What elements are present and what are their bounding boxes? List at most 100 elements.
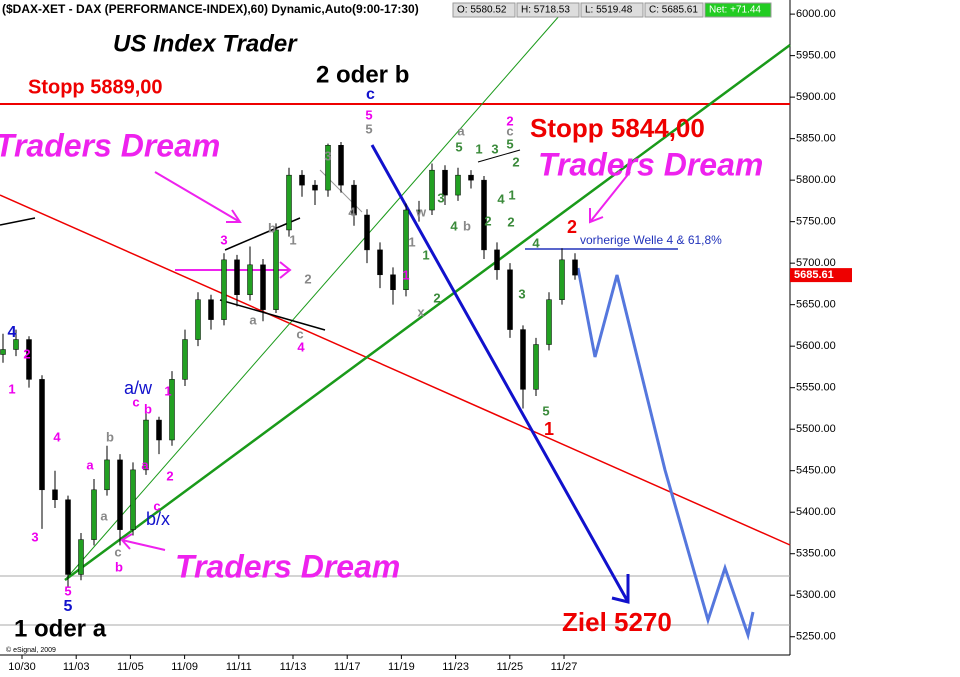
- wave-label: b: [144, 401, 152, 416]
- wave-label: 1: [8, 381, 15, 396]
- wave-label: c: [132, 394, 139, 409]
- arrows: [120, 171, 631, 551]
- candle-body: [0, 349, 6, 355]
- wave-label: 4: [297, 339, 305, 354]
- wave-label: 5: [455, 139, 462, 154]
- wave-label: w: [415, 204, 427, 219]
- annotation: b/x: [146, 509, 170, 529]
- candle-body: [338, 145, 344, 186]
- y-tick-label: 5850.00: [796, 133, 836, 145]
- candle-body: [273, 229, 279, 310]
- candle-body: [416, 209, 422, 212]
- wave-label: 2: [507, 214, 514, 229]
- header-box: [704, 2, 772, 18]
- wave-label: a: [457, 123, 465, 138]
- candle-body: [195, 299, 201, 340]
- high: H: 5718.53: [521, 5, 570, 16]
- wave-label: 4: [450, 218, 458, 233]
- wave-label: 1: [402, 267, 409, 282]
- candle-body: [377, 249, 383, 276]
- wave-label: 5: [506, 136, 513, 151]
- candle-body: [468, 174, 474, 181]
- wave-label: x: [417, 304, 425, 319]
- candle-body: [39, 379, 45, 491]
- candle-body: [26, 339, 32, 380]
- arrow: [154, 171, 242, 223]
- trendline: [0, 217, 36, 226]
- candle-body: [247, 264, 253, 295]
- candle-body: [442, 169, 448, 196]
- wave-label: 1: [475, 141, 482, 156]
- symbol: ($DAX-XET - DAX (PERFORMANCE-INDEX),60) …: [2, 2, 419, 16]
- candle-body: [208, 299, 214, 320]
- wave-label: 2: [23, 346, 30, 361]
- candle-body: [546, 299, 552, 345]
- candle-body: [52, 489, 58, 501]
- wave-label: 2: [166, 468, 173, 483]
- wave-label: 5: [365, 121, 372, 136]
- candle-body: [78, 539, 84, 575]
- wave-label: a: [86, 457, 94, 472]
- wave-label: 2: [484, 213, 491, 228]
- candle-body: [390, 274, 396, 290]
- wave-label: 1: [164, 383, 171, 398]
- wave-label: a: [100, 508, 108, 523]
- header-box: [580, 2, 644, 18]
- wave-label: b: [106, 429, 114, 444]
- open: O: 5580.52: [457, 5, 507, 16]
- y-tick-label: 5800.00: [796, 174, 836, 186]
- close: C: 5685.61: [649, 5, 698, 16]
- last-price: 5685.61: [794, 269, 834, 281]
- wave-label: 5: [64, 583, 71, 598]
- annotation: a/w: [124, 378, 153, 398]
- candle-body: [260, 264, 266, 310]
- y-tick-label: 5250.00: [796, 631, 836, 643]
- header-box: [644, 2, 704, 18]
- candle-body: [117, 459, 123, 530]
- wave-label: c: [296, 326, 303, 341]
- candle-body: [299, 174, 305, 186]
- y-tick-label: 5450.00: [796, 465, 836, 477]
- x-tick-label: 11/25: [496, 661, 523, 673]
- wave-label: 2: [433, 290, 440, 305]
- candle-body: [494, 249, 500, 271]
- annotation: 1 oder a: [14, 615, 107, 642]
- candle-body: [520, 329, 526, 390]
- y-tick-label: 5600.00: [796, 340, 836, 352]
- candle-body: [325, 145, 331, 191]
- wave-label: 5: [64, 598, 73, 615]
- x-tick-label: 11/09: [171, 661, 198, 673]
- candle-body: [286, 174, 292, 231]
- candle-body: [104, 459, 110, 491]
- wave-label: 3: [31, 529, 38, 544]
- y-tick-label: 5300.00: [796, 589, 836, 601]
- trendline: [64, 14, 561, 581]
- candle-body: [182, 339, 188, 380]
- wave-label: 2: [512, 154, 519, 169]
- y-tick-label: 6000.00: [796, 8, 836, 20]
- y-tick-label: 5750.00: [796, 216, 836, 228]
- net: Net: +71.44: [709, 5, 761, 16]
- x-tick-label: 10/30: [8, 661, 36, 673]
- candle-body: [429, 169, 435, 211]
- wave-label: 5: [542, 403, 549, 418]
- candle-body: [91, 489, 97, 540]
- wave-label: 4: [497, 191, 505, 206]
- arrow: [589, 171, 631, 224]
- annotation: 2 oder b: [316, 61, 409, 88]
- low: L: 5519.48: [585, 5, 633, 16]
- trendline: [64, 43, 791, 582]
- annotation: Stopp 5889,00: [28, 76, 163, 98]
- last-price-tag: [790, 268, 852, 283]
- chart-title: US Index Trader: [113, 30, 298, 57]
- x-tick-label: 11/05: [117, 661, 144, 673]
- candle-body: [312, 184, 318, 191]
- candle-body: [65, 499, 71, 575]
- candle-body: [559, 259, 565, 300]
- x-tick-label: 11/27: [551, 661, 578, 673]
- y-tick-label: 5650.00: [796, 299, 836, 311]
- candle-body: [169, 379, 175, 441]
- target-arrow: [370, 144, 630, 604]
- y-tick-label: 5500.00: [796, 423, 836, 435]
- candle-body: [507, 269, 513, 330]
